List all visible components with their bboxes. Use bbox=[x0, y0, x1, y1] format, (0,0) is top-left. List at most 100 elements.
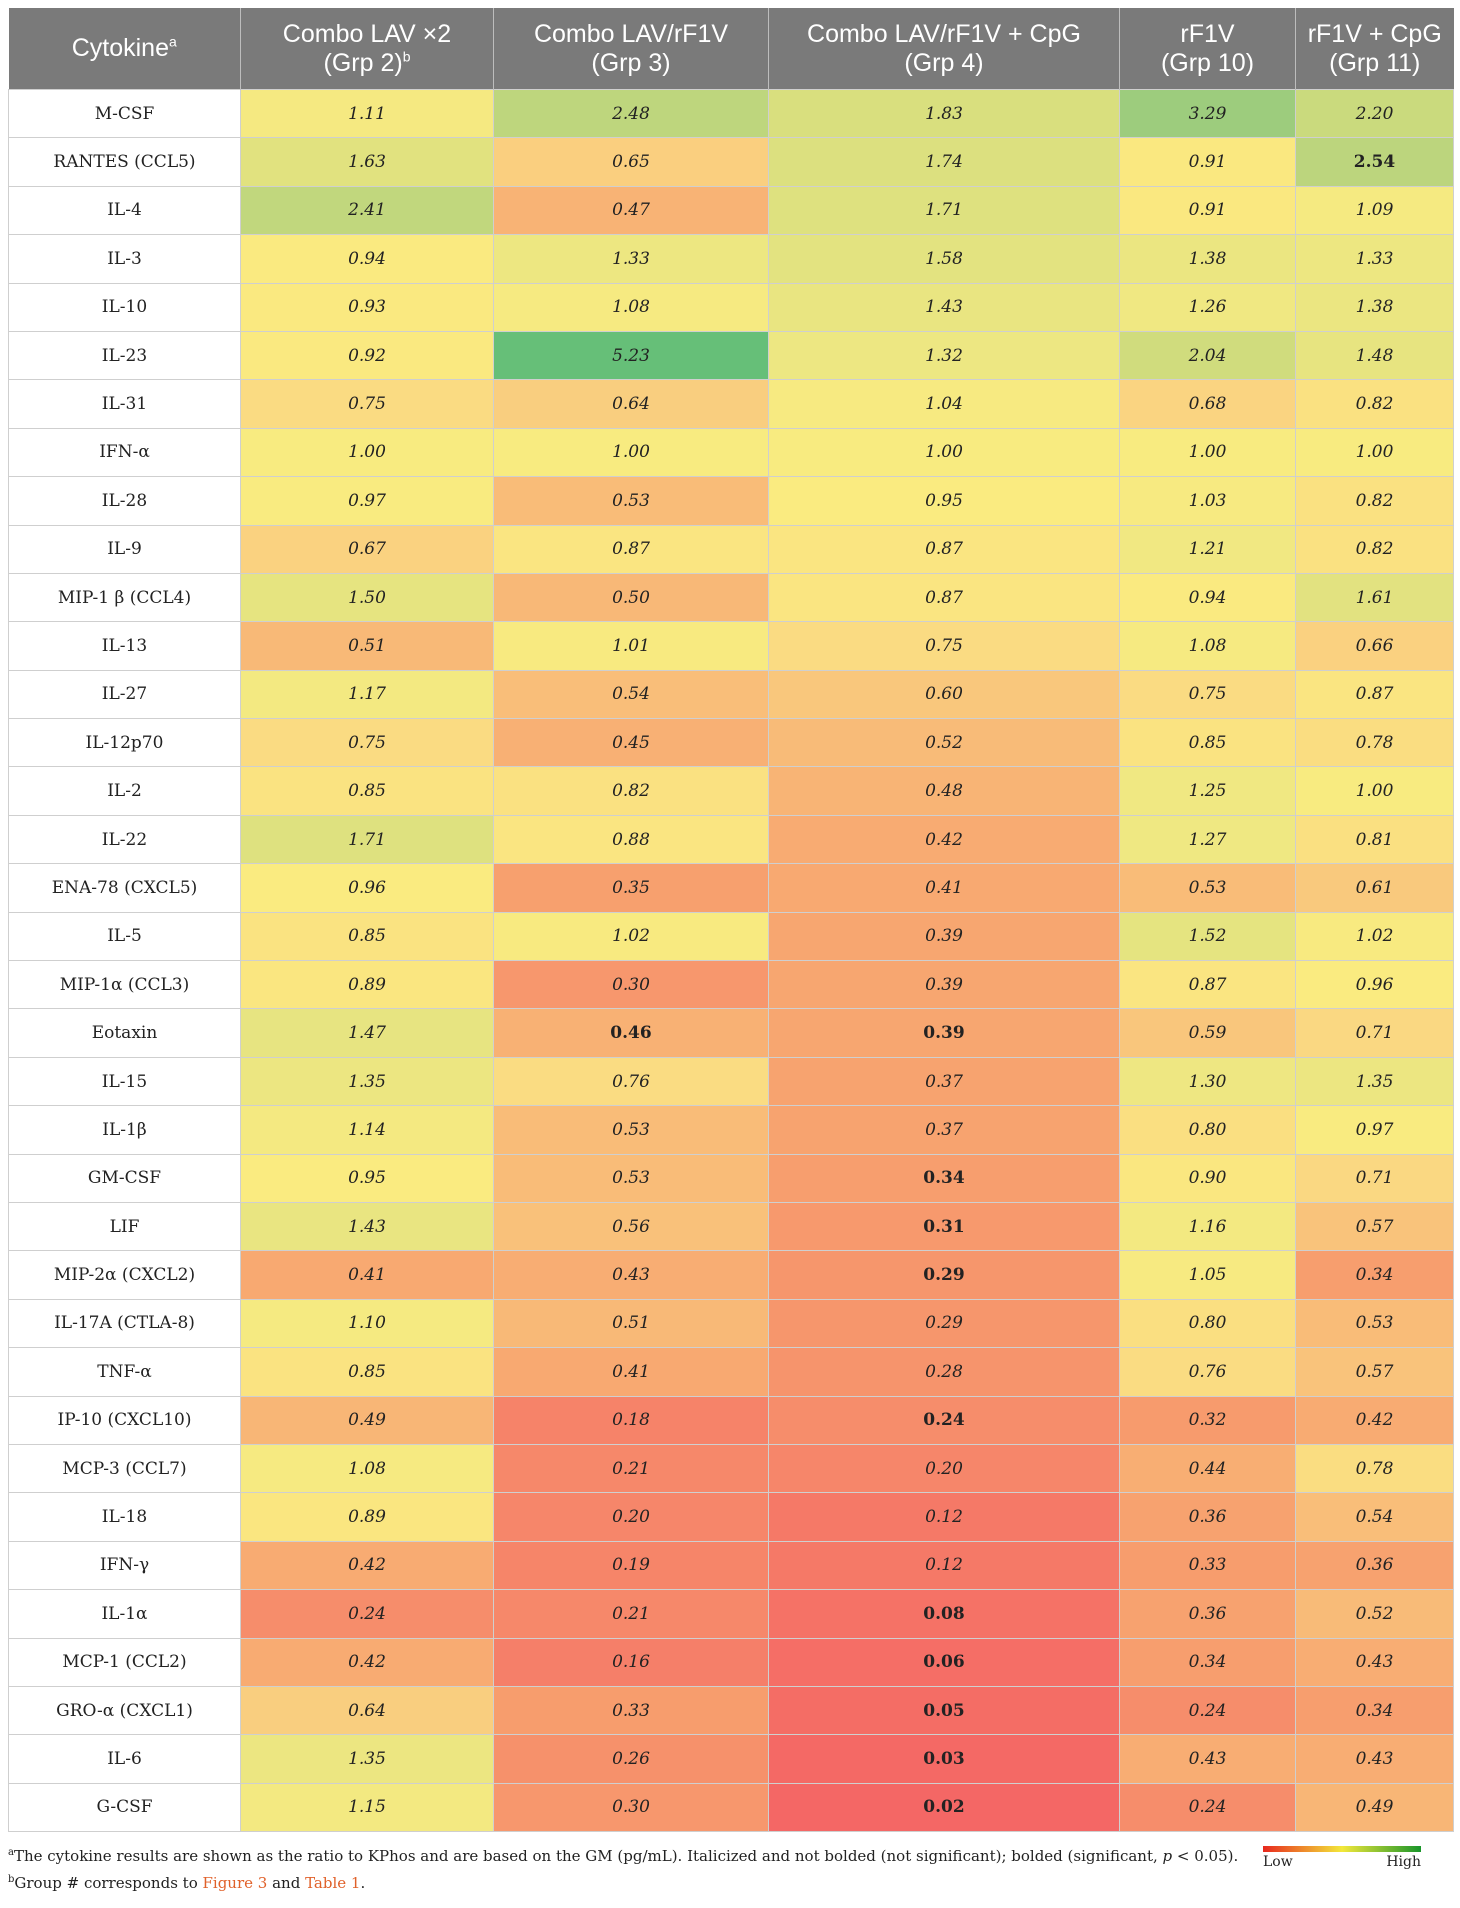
table-1-link[interactable]: Table 1 bbox=[305, 1874, 361, 1892]
ratio-cell: 0.93 bbox=[240, 282, 494, 332]
table-row: IL-27 1.17 0.54 0.60 0.75 0.87 bbox=[8, 669, 1454, 720]
ratio-cell: 0.61 bbox=[1295, 863, 1454, 913]
ratio-cell: 3.29 bbox=[1119, 88, 1296, 139]
table-row: TNF-α 0.85 0.41 0.28 0.76 0.57 bbox=[8, 1347, 1454, 1397]
ratio-cell: 0.16 bbox=[493, 1637, 769, 1687]
table-row: Eotaxin 1.47 0.46 0.39 0.59 0.71 bbox=[8, 1008, 1454, 1058]
ratio-cell: 0.56 bbox=[493, 1201, 769, 1252]
table-row: IL-31 0.75 0.64 1.04 0.68 0.82 bbox=[8, 379, 1454, 429]
ratio-cell: 0.57 bbox=[1295, 1201, 1454, 1252]
ratio-cell: 1.43 bbox=[768, 282, 1120, 332]
ratio-cell: 0.78 bbox=[1295, 718, 1454, 768]
ratio-cell: 0.45 bbox=[493, 718, 769, 768]
ratio-cell: 1.01 bbox=[493, 621, 769, 671]
ratio-cell: 0.89 bbox=[240, 1492, 494, 1542]
column-header-group: (Grp 2) bbox=[323, 48, 403, 77]
ratio-cell: 0.12 bbox=[768, 1492, 1120, 1542]
ratio-cell: 0.76 bbox=[1119, 1347, 1296, 1397]
ratio-cell: 0.71 bbox=[1295, 1008, 1454, 1058]
ratio-cell: 0.35 bbox=[493, 863, 769, 913]
figure-3-link[interactable]: Figure 3 bbox=[202, 1874, 268, 1892]
table-row: IFN-α 1.00 1.00 1.00 1.00 1.00 bbox=[8, 427, 1454, 478]
ratio-cell: 0.39 bbox=[768, 911, 1120, 962]
ratio-cell: 0.29 bbox=[768, 1250, 1120, 1300]
ratio-cell: 0.60 bbox=[768, 669, 1120, 720]
footnote-b-mark: b bbox=[8, 1874, 15, 1885]
ratio-cell: 2.41 bbox=[240, 185, 494, 236]
ratio-cell: 0.97 bbox=[240, 476, 494, 526]
table-header-row: Cytokinea Combo LAV ×2 (Grp 2)b Combo LAV/r… bbox=[8, 8, 1454, 90]
ratio-cell: 1.33 bbox=[493, 234, 769, 284]
column-header-group-4: rF1V (Grp 10) bbox=[1119, 8, 1296, 90]
table-row: IP-10 (CXCL10) 0.49 0.18 0.24 0.32 0.42 bbox=[8, 1395, 1454, 1445]
ratio-cell: 0.41 bbox=[768, 863, 1120, 913]
ratio-cell: 1.35 bbox=[1295, 1056, 1454, 1107]
cytokine-name: IL-1β bbox=[8, 1105, 241, 1155]
ratio-cell: 0.34 bbox=[1295, 1250, 1454, 1300]
ratio-cell: 0.59 bbox=[1119, 1008, 1296, 1058]
cytokine-name: IP-10 (CXCL10) bbox=[8, 1395, 241, 1445]
table-row: IL-15 1.35 0.76 0.37 1.30 1.35 bbox=[8, 1056, 1454, 1107]
ratio-cell: 0.47 bbox=[493, 185, 769, 236]
ratio-cell: 0.80 bbox=[1119, 1298, 1296, 1349]
cytokine-name: IL-2 bbox=[8, 766, 241, 816]
ratio-cell: 0.87 bbox=[768, 524, 1120, 574]
ratio-cell: 0.75 bbox=[240, 379, 494, 429]
table-row: IL-3 0.94 1.33 1.58 1.38 1.33 bbox=[8, 234, 1454, 284]
ratio-cell: 0.36 bbox=[1119, 1492, 1296, 1542]
table-row: GM-CSF 0.95 0.53 0.34 0.90 0.71 bbox=[8, 1153, 1454, 1203]
table-row: IL-4 2.41 0.47 1.71 0.91 1.09 bbox=[8, 185, 1454, 236]
ratio-cell: 1.25 bbox=[1119, 766, 1296, 816]
ratio-cell: 1.47 bbox=[240, 1008, 494, 1058]
ratio-cell: 1.63 bbox=[240, 137, 494, 187]
ratio-cell: 1.00 bbox=[1295, 766, 1454, 816]
ratio-cell: 1.33 bbox=[1295, 234, 1454, 284]
ratio-cell: 1.21 bbox=[1119, 524, 1296, 574]
column-header-group-2: Combo LAV/rF1V (Grp 3) bbox=[493, 8, 769, 90]
ratio-cell: 0.54 bbox=[493, 669, 769, 720]
ratio-cell: 0.53 bbox=[493, 1105, 769, 1155]
ratio-cell: 1.48 bbox=[1295, 330, 1454, 381]
ratio-cell: 1.03 bbox=[1119, 476, 1296, 526]
ratio-cell: 0.75 bbox=[768, 621, 1120, 671]
ratio-cell: 1.35 bbox=[240, 1734, 494, 1784]
ratio-cell: 0.43 bbox=[1295, 1734, 1454, 1784]
cytokine-name: IL-1α bbox=[8, 1589, 241, 1639]
ratio-cell: 1.61 bbox=[1295, 572, 1454, 623]
cytokine-name: G-CSF bbox=[8, 1782, 241, 1833]
ratio-cell: 0.24 bbox=[1119, 1685, 1296, 1736]
ratio-cell: 1.35 bbox=[240, 1056, 494, 1107]
ratio-cell: 1.09 bbox=[1295, 185, 1454, 236]
cytokine-name: TNF-α bbox=[8, 1347, 241, 1397]
column-header-group-3: Combo LAV/rF1V + CpG (Grp 4) bbox=[768, 8, 1120, 90]
ratio-cell: 0.94 bbox=[1119, 572, 1296, 623]
ratio-cell: 0.53 bbox=[1295, 1298, 1454, 1349]
ratio-cell: 0.21 bbox=[493, 1589, 769, 1639]
table-body: M-CSF 1.11 2.48 1.83 3.29 2.20 RANTES (CCL5) 1.… bbox=[8, 88, 1454, 1833]
ratio-cell: 1.11 bbox=[240, 88, 494, 139]
ratio-cell: 0.20 bbox=[768, 1443, 1120, 1494]
ratio-cell: 1.27 bbox=[1119, 814, 1296, 865]
column-header-group: (Grp 4) bbox=[904, 48, 984, 77]
ratio-cell: 0.41 bbox=[493, 1347, 769, 1397]
cytokine-name: IL-4 bbox=[8, 185, 241, 236]
cytokine-name: IL-6 bbox=[8, 1734, 241, 1784]
ratio-cell: 1.02 bbox=[493, 911, 769, 962]
ratio-cell: 1.00 bbox=[240, 427, 494, 478]
ratio-cell: 0.85 bbox=[240, 911, 494, 962]
ratio-cell: 0.48 bbox=[768, 766, 1120, 816]
ratio-cell: 1.08 bbox=[1119, 621, 1296, 671]
column-header-title: Combo LAV/rF1V + CpG bbox=[807, 19, 1081, 48]
ratio-cell: 0.42 bbox=[1295, 1395, 1454, 1445]
cytokine-name: IL-13 bbox=[8, 621, 241, 671]
ratio-cell: 1.71 bbox=[240, 814, 494, 865]
ratio-cell: 0.95 bbox=[240, 1153, 494, 1203]
ratio-cell: 0.91 bbox=[1119, 185, 1296, 236]
cytokine-name: IL-5 bbox=[8, 911, 241, 962]
ratio-cell: 0.53 bbox=[493, 476, 769, 526]
ratio-cell: 1.58 bbox=[768, 234, 1120, 284]
ratio-cell: 1.17 bbox=[240, 669, 494, 720]
ratio-cell: 1.04 bbox=[768, 379, 1120, 429]
ratio-cell: 0.53 bbox=[493, 1153, 769, 1203]
table-row: IL-17A (CTLA-8) 1.10 0.51 0.29 0.80 0.53 bbox=[8, 1298, 1454, 1349]
